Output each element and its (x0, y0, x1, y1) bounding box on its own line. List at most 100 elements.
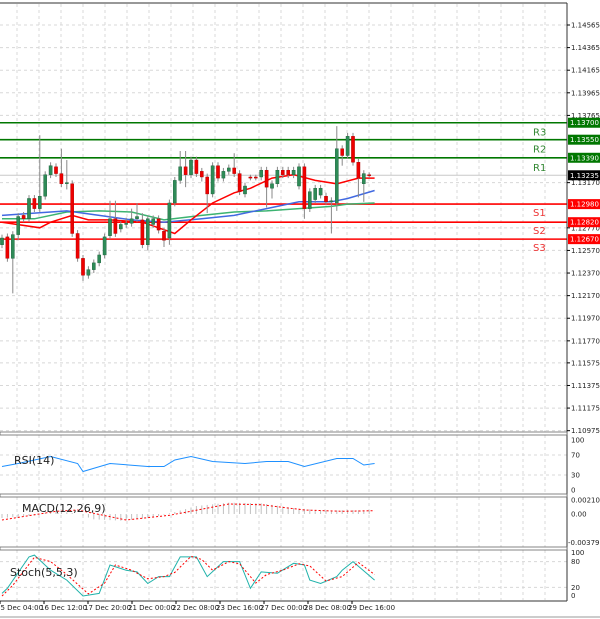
candle-down (81, 258, 85, 276)
candle-down (232, 167, 237, 174)
candle-up (27, 198, 31, 219)
candle-up (291, 170, 296, 175)
candle-down (302, 166, 307, 209)
rsi-tick-label: 0 (571, 487, 575, 495)
candles (0, 126, 372, 294)
candle-up (43, 174, 47, 197)
candle-down (32, 198, 37, 209)
candle-down (237, 173, 242, 192)
candle-up (97, 254, 101, 264)
candle-down (264, 170, 269, 188)
candle-up (0, 237, 4, 245)
candle-down (253, 176, 258, 179)
candle-up (172, 180, 177, 204)
candle-up (210, 165, 215, 195)
price-axis: 1.14565 1.14365 1.14165 1.13965 1.13765 1.131… (567, 22, 600, 435)
candle-up (259, 170, 264, 178)
price-tick-label: 1.12370 (571, 270, 600, 278)
price-tick-label: 1.12770 (571, 224, 600, 232)
price-tick-label: 1.11970 (571, 315, 600, 323)
candle-up (270, 183, 274, 189)
current-price-label: 1.13235 (570, 172, 599, 180)
stoch-tick-label: 80 (571, 558, 580, 566)
price-tag-label: 1.12980 (570, 201, 599, 209)
pane-separator (0, 493, 568, 498)
time-label: 17 Dec 20:00 (84, 604, 131, 612)
candle-down (156, 218, 161, 231)
price-tag-s3 (568, 234, 600, 245)
grid (0, 4, 567, 600)
price-tag-label: 1.13550 (570, 136, 599, 144)
candle-down (21, 215, 26, 219)
rsi-tick-label: 70 (571, 452, 580, 460)
level-label-s1: S1 (533, 208, 546, 219)
level-label-r1: R1 (533, 163, 546, 174)
time-label: 29 Dec 16:00 (348, 604, 395, 612)
candle-up (10, 234, 15, 259)
candle-up (313, 188, 318, 200)
candle-up (108, 218, 112, 236)
candle-down (216, 165, 220, 179)
candle-down (113, 218, 118, 234)
current-price-tag (568, 170, 600, 181)
rsi-tick-label: 30 (571, 472, 580, 480)
price-tag-s2 (568, 217, 600, 228)
price-tag-r3 (568, 117, 600, 128)
stoch-signal-line (1, 555, 375, 597)
support-resistance-levels: R3 R2 R1 S1 S2 S3 (0, 121, 567, 254)
indicator-panes: RSI(14) 100 70 30 0 MACD(12,26,9) 0.002103 0.00… (1, 437, 600, 600)
stoch-tick-label: 100 (571, 549, 584, 557)
candle-down (75, 233, 80, 259)
time-label: 15 Dec 04:00 (0, 604, 43, 612)
price-tick-label: 1.14565 (571, 22, 600, 30)
macd-tick-label: 0.002103 (571, 496, 600, 504)
stoch-tick-label: 20 (571, 584, 580, 592)
candle-down (286, 170, 291, 175)
price-tag-label: 1.13700 (570, 119, 599, 127)
candle-down (183, 166, 188, 175)
time-label: 16 Dec 12:00 (40, 604, 87, 612)
price-tag-r1 (568, 152, 600, 163)
price-tag-label: 1.12820 (570, 219, 599, 227)
price-tick-label: 1.11175 (571, 405, 600, 413)
level-label-s3: S3 (533, 243, 546, 254)
candle-down (205, 176, 210, 195)
candle-down (70, 183, 74, 234)
candle-up (308, 191, 312, 209)
time-label: 27 Dec 00:00 (260, 604, 307, 612)
candle-up (86, 269, 91, 276)
candle-down (351, 136, 355, 163)
price-tick-label: 1.12170 (571, 292, 600, 300)
price-tags: 1.13700 1.13550 1.13390 1.12980 1.12820 1.126… (568, 117, 600, 245)
candle-up (48, 165, 53, 175)
candle-up (297, 166, 301, 187)
price-tick-label: 1.13965 (571, 89, 600, 97)
candle-up (243, 185, 247, 195)
candle-down (248, 176, 253, 179)
time-label: 22 Dec 08:00 (172, 604, 219, 612)
price-tick-label: 1.13170 (571, 179, 600, 187)
candle-up (145, 218, 150, 245)
rsi-line (1, 455, 375, 473)
candle-up (318, 188, 323, 196)
candle-up (118, 224, 123, 230)
candle-up (221, 171, 226, 179)
candle-up (151, 218, 156, 225)
level-label-s2: S2 (533, 226, 546, 237)
macd-tick-label: -0.003795 (568, 539, 600, 547)
candle-down (162, 231, 166, 241)
price-tick-label: 1.12570 (571, 247, 600, 255)
price-tag-label: 1.12670 (570, 236, 599, 244)
candle-down (59, 173, 64, 184)
candle-up (129, 218, 134, 224)
candle-up (16, 216, 21, 235)
price-tag-label: 1.13390 (570, 154, 599, 162)
candle-up (38, 195, 42, 209)
price-tick-label: 1.14165 (571, 67, 600, 75)
candle-up (226, 167, 231, 172)
rsi-tick-label: 100 (571, 437, 584, 445)
price-tick-label: 1.10975 (571, 427, 600, 435)
candle-up (178, 166, 183, 181)
level-label-r2: R2 (533, 145, 546, 156)
